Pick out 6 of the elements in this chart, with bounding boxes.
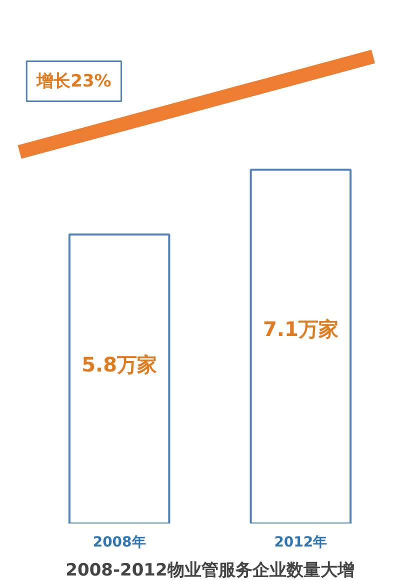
text: 增长23% bbox=[36, 71, 112, 92]
x-tick-label: 2012年 bbox=[274, 534, 328, 550]
data-label: 5.8万家 bbox=[82, 352, 158, 377]
data-label: 7.1万家 bbox=[262, 316, 338, 341]
text: 2008-2012物业管服务企业数量大增 bbox=[66, 560, 354, 580]
x-tick-label: 2008年 bbox=[92, 534, 146, 550]
